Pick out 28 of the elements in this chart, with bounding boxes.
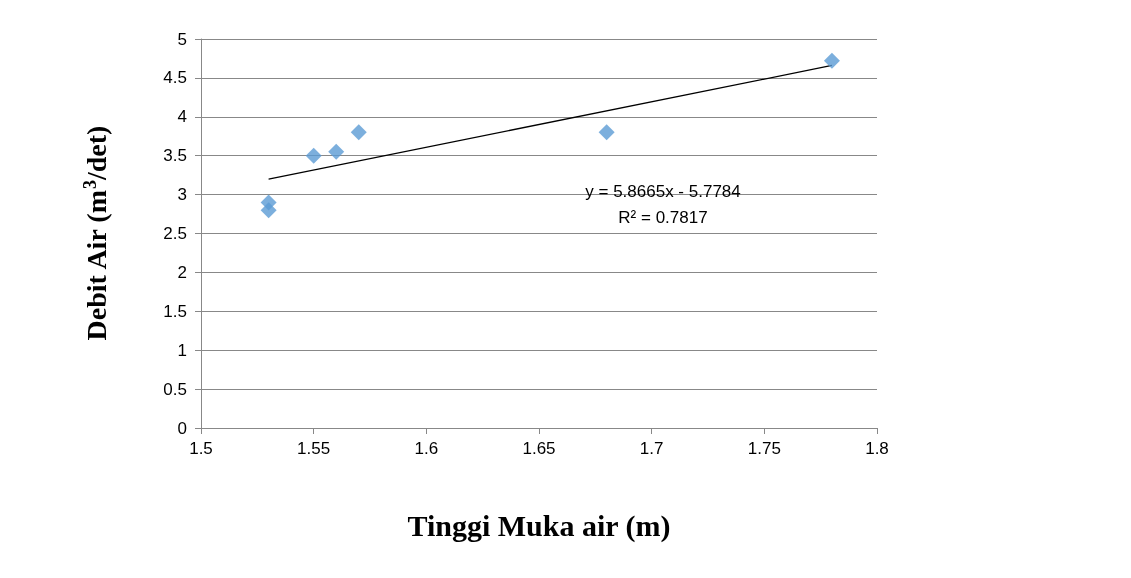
annotation: R² = 0.7817 [618, 208, 708, 227]
point [305, 147, 322, 164]
point [823, 52, 840, 69]
point [598, 124, 615, 141]
y-axis-title: Debit Air (m3/det) [80, 125, 112, 341]
y-tick-label: 4.5 [163, 68, 187, 88]
annotation: y = 5.8665x - 5.7784 [585, 182, 741, 201]
y-tick-label: 0.5 [163, 379, 187, 399]
x-tick-label: 1.7 [639, 439, 664, 458]
x-tick-label: 1.5 [189, 439, 213, 458]
y-tick-label: 3.5 [163, 146, 187, 166]
x-tick-label: 1.55 [297, 439, 331, 458]
x-tick-label: 1.8 [865, 439, 889, 458]
y-tick-label: 2.5 [163, 224, 187, 243]
y-tick-label: 3 [177, 185, 187, 205]
y-tick-label: 1.5 [163, 301, 187, 321]
point [328, 143, 345, 160]
y-tick-label: 4 [177, 107, 187, 127]
y-tick-label: 2 [177, 262, 187, 282]
point [260, 202, 277, 219]
x-tick-label: 1.6 [414, 439, 439, 458]
x-axis-title: Tinggi Muka air (m) [407, 508, 671, 543]
point [350, 124, 367, 141]
x-tick-label: 1.75 [747, 439, 781, 458]
y-tick-label: 0 [177, 418, 187, 438]
y-tick-label: 5 [177, 29, 187, 49]
x-tick-label: 1.65 [522, 439, 556, 458]
y-tick-label: 1 [177, 340, 187, 360]
